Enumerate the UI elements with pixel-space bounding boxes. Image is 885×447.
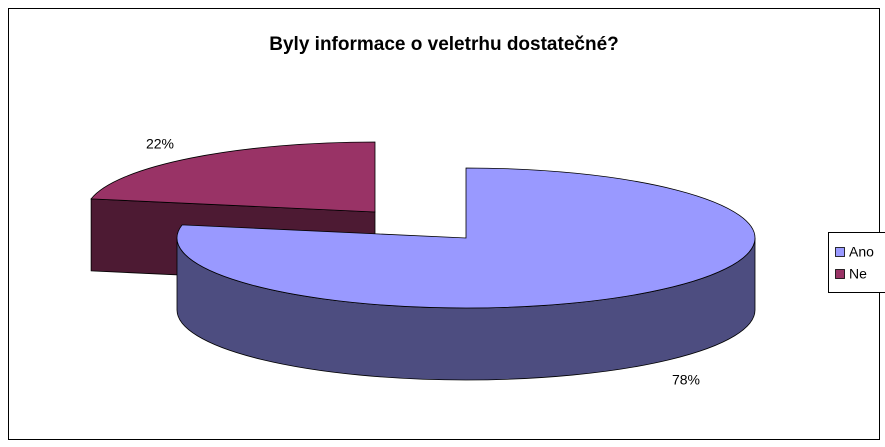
data-label: 78%: [672, 372, 700, 388]
legend-swatch: [835, 269, 845, 279]
legend-label: Ne: [849, 266, 867, 282]
legend-label: Ano: [849, 244, 874, 260]
legend-swatch: [835, 247, 845, 257]
data-label: 22%: [146, 136, 174, 152]
slice: [90, 141, 376, 213]
chart-title: Byly informace o veletrhu dostatečné?: [269, 34, 619, 55]
slice: [176, 167, 756, 309]
legend-box: [828, 232, 885, 293]
